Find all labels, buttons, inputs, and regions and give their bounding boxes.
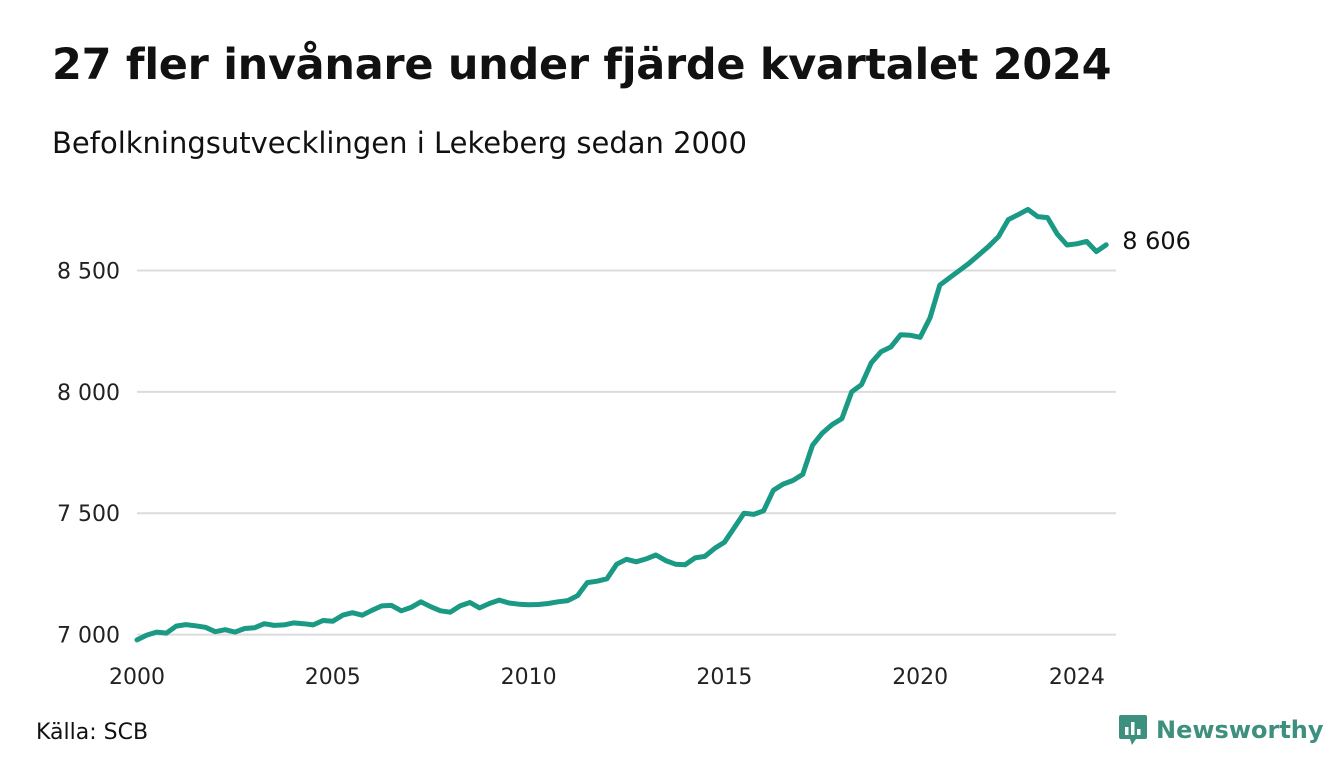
x-tick-label: 2000 [109, 665, 165, 690]
x-tick-label: 2015 [696, 665, 752, 690]
newsworthy-logo-icon [1119, 715, 1147, 745]
page-title: 27 fler invånare under fjärde kvartalet … [52, 40, 1112, 90]
brand-logo: Newsworthy [1118, 713, 1324, 747]
x-axis: 2000 2005 2010 2015 2020 2024 [109, 665, 1105, 690]
y-tick-label: 8 500 [57, 260, 120, 285]
x-tick-label: 2010 [501, 665, 557, 690]
chart-subtitle: Befolkningsutvecklingen i Lekeberg sedan… [52, 126, 747, 160]
y-tick-label: 8 000 [57, 381, 120, 406]
x-tick-label: 2020 [892, 665, 948, 690]
gridlines [137, 269, 1116, 636]
end-value-label: 8 606 [1122, 227, 1191, 255]
x-tick-label: 2024 [1049, 665, 1105, 690]
y-axis: 7 000 7 500 8 000 8 500 [57, 260, 120, 649]
brand-name: Newsworthy [1156, 716, 1324, 744]
y-tick-label: 7 000 [57, 624, 120, 649]
y-tick-label: 7 500 [57, 502, 120, 527]
x-tick-label: 2005 [305, 665, 361, 690]
source-note: Källa: SCB [36, 720, 149, 745]
series-line [134, 206, 1109, 643]
